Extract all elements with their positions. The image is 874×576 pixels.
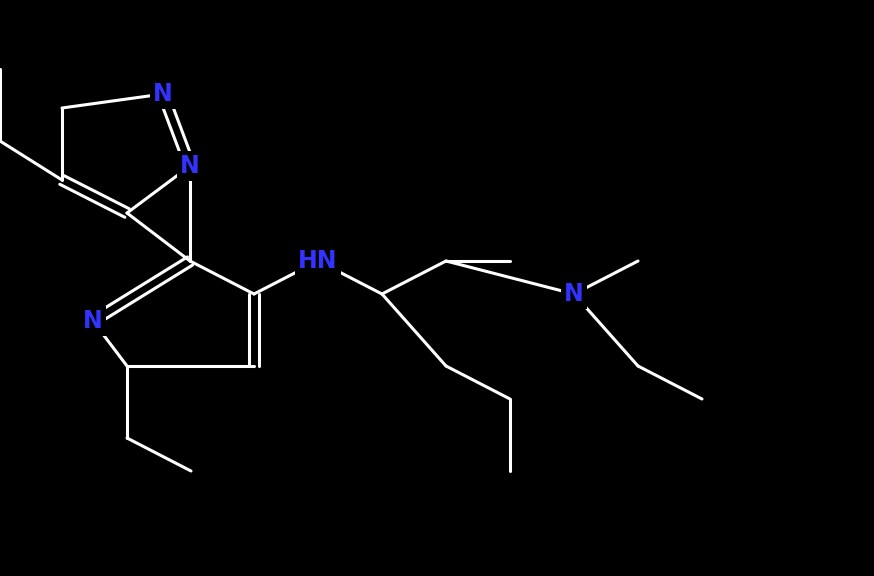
Text: HN: HN [298,249,337,273]
Text: N: N [180,154,200,178]
Text: N: N [564,282,584,306]
Text: N: N [153,82,173,106]
Text: N: N [83,309,103,333]
